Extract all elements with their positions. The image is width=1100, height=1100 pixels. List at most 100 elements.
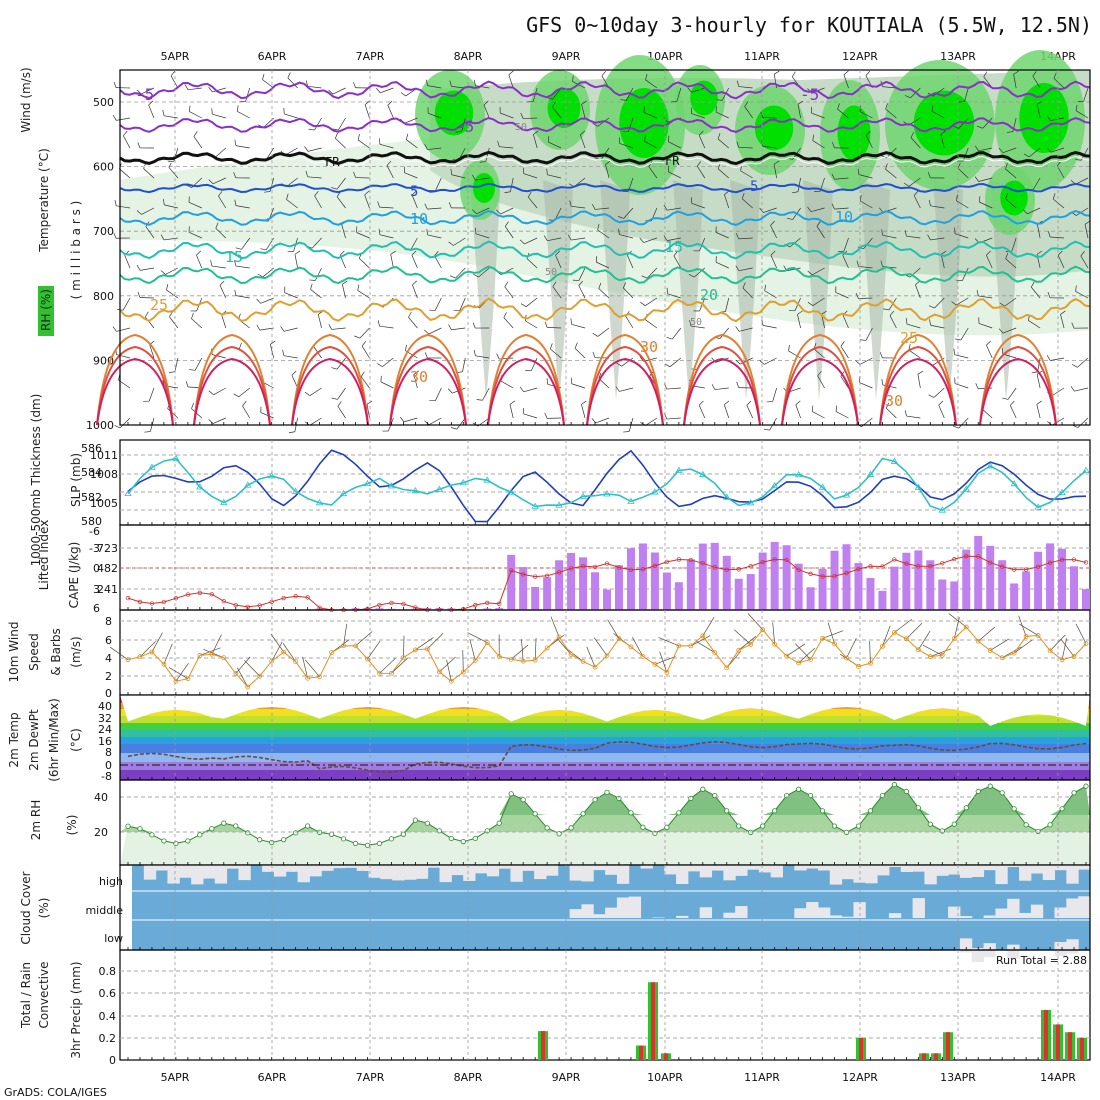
cape-bar <box>614 565 623 610</box>
wind-barb <box>1005 198 1017 209</box>
cloud-gap-middle <box>593 914 606 918</box>
wind-barb-flag <box>889 310 895 316</box>
wind-barb <box>837 108 849 119</box>
cloud-gap-middle <box>841 916 854 918</box>
cloud-cover-panel: high middle low Cloud Cover (%) <box>19 864 1091 963</box>
warm-loop <box>487 357 565 426</box>
wind-barb-flag <box>885 163 888 170</box>
contour-label: 15 <box>665 238 683 256</box>
wind-barb-10m <box>282 643 296 662</box>
wind-barb <box>503 317 514 329</box>
wind-barb-flag <box>940 130 946 135</box>
rh-2m-marker <box>161 838 167 844</box>
cape-bar <box>902 552 911 610</box>
rh-2m-marker <box>460 838 466 845</box>
wind-barb-flag <box>773 160 780 165</box>
cloud-gap-high <box>238 865 251 881</box>
wind-barb <box>691 113 705 119</box>
wind-barb <box>595 417 610 424</box>
wind-barb <box>571 323 586 329</box>
wind-barb-flag <box>786 217 793 220</box>
thickness-marker <box>746 499 755 506</box>
wind-barb-flag <box>305 170 308 177</box>
thickness-marker <box>914 483 923 490</box>
rh-core <box>547 88 581 128</box>
wind-barb <box>932 87 945 97</box>
wind-barb-flag <box>840 341 845 347</box>
wind-barb-flag <box>288 431 295 434</box>
rh-2m-marker <box>736 823 742 829</box>
wind-speed-marker <box>281 649 287 655</box>
wind-barb <box>1084 224 1089 239</box>
warm-loop <box>586 357 664 426</box>
wind-speed-marker <box>963 624 969 630</box>
temp-color-band <box>120 770 1090 780</box>
wind-barb-flag <box>917 370 924 375</box>
wind-barb-flag <box>413 370 419 375</box>
top-date-label: 12APR <box>842 50 878 63</box>
precip-bar-convective <box>934 1053 938 1060</box>
lifted-index-marker <box>161 599 167 605</box>
rh-streak <box>543 180 573 400</box>
wind-barb <box>1074 387 1089 392</box>
contour-label: FR <box>665 154 680 168</box>
cloud-gap-high <box>463 865 476 881</box>
wind-barb-flag <box>519 239 525 245</box>
cloud-gap-high <box>1042 865 1056 881</box>
rh-tick-label: 40 <box>94 791 108 804</box>
warm-loop <box>193 345 271 426</box>
wind-barb <box>119 168 131 179</box>
wind-barb-flag <box>424 144 428 150</box>
wind-barb-flag <box>256 324 261 331</box>
wind-barb-flag <box>572 75 574 82</box>
cloud-gap-middle <box>735 906 748 918</box>
wind-barb-flag <box>763 428 770 431</box>
wind-barb <box>859 111 873 119</box>
wind-barb-flag <box>339 250 345 256</box>
wind-barb <box>337 406 346 419</box>
wind-barb <box>283 355 298 359</box>
wind-barb-flag <box>904 230 907 237</box>
thickness-line <box>127 457 1087 512</box>
wind-barb <box>341 284 346 299</box>
wind-barb <box>332 87 346 95</box>
cape-bar <box>650 552 659 610</box>
wind-barb-flag <box>598 372 602 379</box>
wind-barb <box>211 265 226 269</box>
cloud-gap-high <box>214 865 228 884</box>
cloud-gap-middle <box>1007 898 1020 918</box>
wind-barb-flag <box>581 100 587 105</box>
cloud-gap-middle <box>676 915 689 918</box>
wind-barb <box>1051 417 1065 426</box>
lifted-index-marker <box>209 592 214 597</box>
thickness-marker <box>387 482 396 489</box>
wind-barb-flag <box>927 234 931 241</box>
thickness-marker <box>124 489 132 497</box>
wind-barb <box>548 141 562 149</box>
lifted-index-marker <box>556 570 562 575</box>
cloud-gap-middle <box>628 896 642 918</box>
wind-barb-flag <box>234 199 237 206</box>
wind-barb-flag <box>835 405 838 412</box>
wind-barb-10m <box>510 644 529 660</box>
wind-barb-flag <box>574 342 578 349</box>
wind-barb-flag <box>328 323 332 330</box>
wind-barb <box>194 357 203 371</box>
wind-barb-flag <box>360 371 365 377</box>
thickness-marker <box>148 463 156 470</box>
wind-speed-marker <box>137 654 143 660</box>
wind-barb-flag <box>663 117 668 123</box>
wind-barb-flag <box>366 400 373 405</box>
wind-barb-flag <box>504 221 509 227</box>
wind-barb-10m <box>822 630 844 639</box>
wind-barb <box>314 195 322 209</box>
lifted-index-marker <box>197 590 203 595</box>
wind-barb-flag <box>544 412 548 419</box>
wind-barb-flag <box>797 100 804 105</box>
wind-barb-flag <box>795 400 801 406</box>
warm-loop <box>193 333 271 426</box>
wind-barb-flag <box>314 190 319 197</box>
run-total-label: Run Total = 2.88 <box>996 954 1087 967</box>
wind-speed-marker <box>700 633 706 639</box>
wind-barb <box>284 113 298 119</box>
